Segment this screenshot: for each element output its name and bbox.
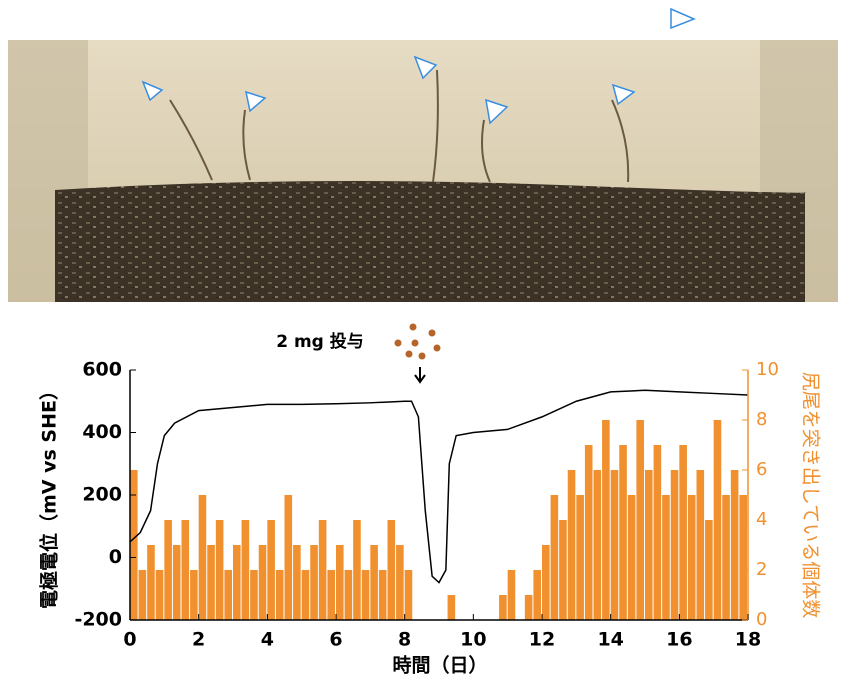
y2-tick-label: 8 bbox=[756, 409, 767, 430]
y2-tick-label: 6 bbox=[756, 459, 767, 480]
bar bbox=[155, 570, 164, 620]
bar bbox=[250, 570, 258, 620]
bar bbox=[645, 470, 653, 620]
bar bbox=[224, 570, 232, 620]
bar bbox=[293, 545, 301, 620]
y-tick-label: -200 bbox=[74, 609, 122, 631]
bar bbox=[696, 470, 705, 620]
bar bbox=[130, 470, 138, 620]
bar bbox=[533, 570, 541, 620]
x-tick-label: 8 bbox=[398, 629, 411, 651]
bar bbox=[284, 495, 293, 620]
x-tick-label: 6 bbox=[329, 629, 342, 651]
photo bbox=[8, 7, 838, 302]
bar bbox=[730, 470, 739, 620]
bar bbox=[687, 495, 696, 620]
x-tick-label: 18 bbox=[735, 629, 761, 651]
y2-tick-label: 10 bbox=[756, 359, 779, 380]
bar bbox=[576, 495, 584, 620]
x-tick-label: 0 bbox=[123, 629, 136, 651]
y-tick-label: 600 bbox=[82, 359, 122, 381]
bar bbox=[550, 495, 559, 620]
y-tick-label: 0 bbox=[109, 546, 122, 568]
bar bbox=[258, 545, 267, 620]
bar bbox=[215, 520, 224, 620]
bar bbox=[147, 545, 155, 620]
bar bbox=[387, 520, 396, 620]
x-tick-label: 16 bbox=[666, 629, 692, 651]
y-tick-label: 400 bbox=[82, 421, 122, 443]
bar bbox=[310, 545, 318, 620]
bar bbox=[353, 520, 361, 620]
bar bbox=[610, 470, 619, 620]
bar bbox=[344, 570, 353, 620]
bar bbox=[507, 570, 516, 620]
bar bbox=[593, 470, 602, 620]
x-axis-title: 時間（日） bbox=[392, 654, 487, 677]
x-tick-label: 10 bbox=[460, 629, 486, 651]
bar bbox=[619, 445, 627, 620]
bar bbox=[190, 570, 198, 620]
bar bbox=[739, 495, 747, 620]
bar bbox=[567, 470, 576, 620]
annotation: 2 mg 投与 bbox=[276, 331, 364, 352]
bar bbox=[559, 520, 567, 620]
bar bbox=[542, 545, 550, 620]
bar bbox=[705, 520, 713, 620]
potential-line bbox=[129, 389, 749, 584]
bar bbox=[653, 445, 662, 620]
bar bbox=[627, 495, 636, 620]
y-axis-title: 電極電位（mV vs SHE） bbox=[38, 381, 61, 609]
x-tick-label: 12 bbox=[529, 629, 555, 651]
bar bbox=[138, 570, 147, 620]
dose-dots bbox=[394, 323, 441, 360]
y2-tick-label: 4 bbox=[756, 509, 767, 530]
bar bbox=[275, 570, 284, 620]
y2-tick-label: 2 bbox=[756, 559, 767, 580]
y2-tick-label: 0 bbox=[756, 609, 767, 630]
bar bbox=[670, 470, 679, 620]
bar bbox=[396, 545, 404, 620]
bar bbox=[267, 520, 275, 620]
dose-arrow bbox=[414, 367, 426, 384]
bar bbox=[361, 570, 370, 620]
bar bbox=[662, 495, 670, 620]
bar bbox=[679, 445, 687, 620]
bar bbox=[404, 570, 413, 620]
y2-axis-title: 尻尾を突き出している個体数 bbox=[800, 372, 822, 618]
bar bbox=[602, 420, 610, 620]
bar bbox=[198, 495, 207, 620]
bar bbox=[378, 570, 387, 620]
bar bbox=[499, 595, 507, 620]
bar bbox=[447, 595, 456, 620]
bar bbox=[233, 545, 241, 620]
bar bbox=[207, 545, 215, 620]
y-tick-label: 200 bbox=[82, 484, 122, 506]
bar bbox=[722, 495, 730, 620]
bar bbox=[336, 545, 344, 620]
bar bbox=[713, 420, 722, 620]
bar bbox=[584, 445, 593, 620]
bar bbox=[164, 520, 172, 620]
bar bbox=[181, 520, 190, 620]
bar bbox=[327, 570, 335, 620]
bar bbox=[318, 520, 327, 620]
bar bbox=[636, 420, 644, 620]
x-tick-label: 2 bbox=[192, 629, 205, 651]
bar bbox=[524, 595, 533, 620]
x-tick-label: 14 bbox=[597, 629, 623, 651]
x-tick-label: 4 bbox=[261, 629, 274, 651]
bar bbox=[370, 545, 378, 620]
bar bbox=[301, 570, 310, 620]
bar bbox=[172, 545, 181, 620]
bar bbox=[241, 520, 250, 620]
